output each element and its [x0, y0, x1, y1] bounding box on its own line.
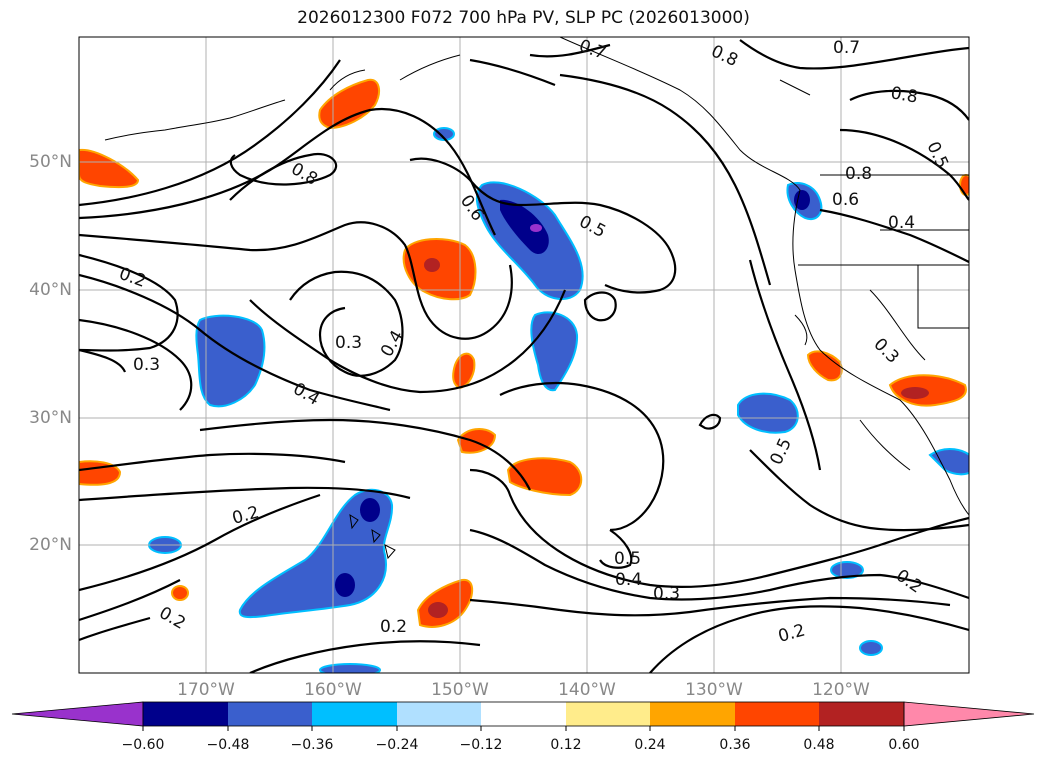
lat-label-50n: 50°N — [29, 152, 72, 172]
lon-label-140w: 140°W — [558, 680, 616, 700]
coastlines — [104, 37, 969, 560]
pv-positive-blob — [402, 238, 477, 301]
colorbar-tick-label: 0.24 — [634, 737, 666, 753]
map-frame — [78, 36, 970, 674]
pv-negative-blob — [928, 448, 969, 476]
pv-positive-blob — [452, 352, 476, 390]
contour-label: 0.7 — [833, 38, 860, 58]
pv-negative-core — [360, 498, 380, 522]
lat-label-20n: 20°N — [29, 535, 72, 555]
colorbar-tick-label: −0.60 — [121, 737, 165, 753]
colorbar-segment — [735, 702, 819, 726]
colorbar-segment — [143, 702, 228, 726]
lon-label-130w: 130°W — [685, 680, 743, 700]
pv-negative-core — [500, 199, 549, 255]
colorbar-extend-max — [903, 701, 1035, 727]
colorbar-segment — [481, 702, 566, 726]
pv-negative-blob — [433, 127, 455, 141]
pv-positive-blob — [79, 148, 140, 189]
colorbar-ticks — [142, 726, 905, 731]
pv-negative-blob — [859, 640, 883, 656]
map-title: 2026012300 F072 700 hPa PV, SLP PC (2026… — [297, 8, 750, 28]
pv-positive-blob — [959, 174, 969, 196]
pv-negative-blob — [319, 663, 381, 673]
colorbar-segment — [312, 702, 397, 726]
lat-label-40n: 40°N — [29, 280, 72, 300]
colorbar-tick-label: 0.60 — [888, 737, 920, 753]
colorbar-tick-label: −0.36 — [290, 737, 334, 753]
colorbar-segment — [397, 702, 481, 726]
lon-label-120w: 120°W — [812, 680, 870, 700]
contour-label: 0.4 — [615, 570, 642, 590]
contour-label: 0.5 — [614, 549, 641, 569]
lon-label-150w: 150°W — [431, 680, 489, 700]
pv-negative-core — [335, 573, 355, 597]
pv-negative-core — [794, 190, 810, 210]
contour-label: 0.8 — [889, 83, 919, 107]
colorbar-tick-label: −0.48 — [206, 737, 250, 753]
pv-negative-blob — [830, 561, 864, 579]
pv-shading — [79, 78, 969, 673]
lon-label-160w: 160°W — [304, 680, 362, 700]
pv-positive-blob — [171, 585, 189, 601]
contour-label: 0.3 — [335, 333, 362, 353]
colorbar — [11, 701, 1035, 731]
colorbar-tick-label: −0.24 — [375, 737, 419, 753]
colorbar-segment — [650, 702, 735, 726]
colorbar-tick-label: 0.36 — [719, 737, 751, 753]
contour-label: 0.3 — [653, 584, 680, 604]
colorbar-tick-label: 0.12 — [550, 737, 582, 753]
pv-negative-blob — [195, 314, 266, 408]
lon-label-170w: 170°W — [177, 680, 235, 700]
colorbar-extend-min — [11, 701, 144, 727]
pv-positive-core — [424, 258, 440, 272]
pv-positive-core — [428, 602, 448, 618]
lat-label-30n: 30°N — [29, 408, 72, 428]
colorbar-tick-label: 0.48 — [803, 737, 835, 753]
slp-contours — [79, 39, 969, 673]
pv-positive-blob — [318, 78, 381, 130]
colorbar-frame — [142, 701, 905, 727]
pv-negative-blob — [737, 392, 799, 434]
contour-label: 0.2 — [380, 617, 407, 637]
colorbar-segment — [819, 702, 904, 726]
colorbar-segment — [228, 702, 312, 726]
pv-negative-peak — [530, 224, 542, 232]
contour-label: 0.8 — [845, 164, 872, 184]
contour-label: 0.3 — [133, 355, 160, 375]
pv-positive-core — [901, 387, 929, 399]
colorbar-segment — [566, 702, 650, 726]
contour-label: 0.4 — [888, 213, 915, 233]
contour-label: 0.6 — [832, 190, 859, 210]
colorbar-tick-label: −0.12 — [459, 737, 503, 753]
